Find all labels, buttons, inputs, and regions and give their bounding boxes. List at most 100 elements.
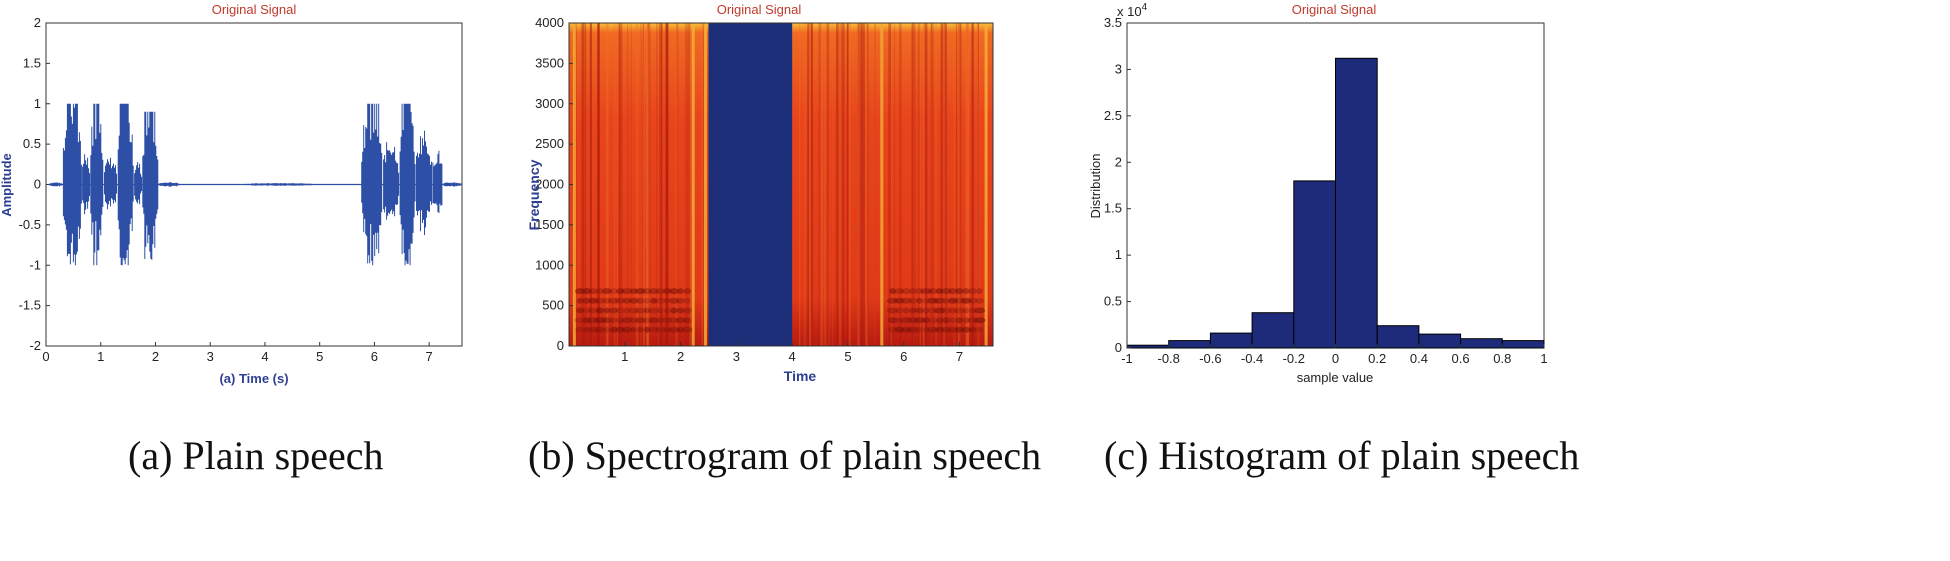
spectrogram-formant xyxy=(934,326,945,333)
spectrogram-formant xyxy=(616,317,625,324)
spectrogram-streak xyxy=(971,23,975,346)
spectrogram-formant xyxy=(968,297,978,304)
spectrogram-formant xyxy=(614,297,626,304)
spectrogram-formant xyxy=(962,317,971,324)
spectrogram-formant xyxy=(902,307,910,314)
spectrogram-formant xyxy=(901,288,911,295)
histogram-bar xyxy=(1126,344,1170,349)
spectrogram-formant xyxy=(916,326,923,333)
waveform-y-label: Amplitude xyxy=(0,153,14,217)
spectrogram-formant xyxy=(949,317,957,324)
spectrogram-formant xyxy=(942,317,950,324)
spectrogram-formant xyxy=(926,326,939,333)
waveform-y-tick-label: 1.5 xyxy=(23,55,41,70)
histogram-x-label: sample value xyxy=(1297,370,1374,385)
spectrogram-formant xyxy=(976,326,984,333)
waveform-y-tick-label: 2 xyxy=(34,15,41,30)
spectrogram-formant xyxy=(942,297,950,304)
spectrogram-formant xyxy=(654,326,667,333)
spectrogram-x-tick-label: 4 xyxy=(789,349,796,364)
spectrogram-formant xyxy=(582,297,592,304)
waveform-burst xyxy=(142,111,159,260)
spectrogram-ticks: 1 2 3 4 5 6 7 0 500 1000 1500 2000 2500 3000 3500 4000 xyxy=(535,15,963,364)
spectrogram-formant xyxy=(973,317,986,324)
spectrogram-formant xyxy=(953,307,966,314)
spectrogram-streak xyxy=(585,23,587,346)
spectrogram-streak xyxy=(965,23,967,346)
spectrogram-streak xyxy=(867,23,869,346)
spectrogram-formant xyxy=(657,317,664,324)
spectrogram-formant xyxy=(886,297,899,304)
waveform-burst xyxy=(104,157,117,210)
histogram-x-tick-label: -0.4 xyxy=(1241,351,1263,366)
spectrogram-formant xyxy=(594,317,607,324)
spectrogram-formant xyxy=(650,297,658,304)
spectrogram-streak xyxy=(666,23,669,346)
spectrogram-formant xyxy=(909,307,917,314)
spectrogram-streak xyxy=(922,23,925,346)
spectrogram-streak xyxy=(689,23,691,346)
waveform-burst xyxy=(361,103,383,266)
histogram-y-tick-label: 1.5 xyxy=(1104,201,1122,216)
caption-spectrogram: (b) Spectrogram of plain speech xyxy=(528,433,1042,478)
spectrogram-streak xyxy=(666,23,668,346)
histogram-ticks: -1 -0.8 -0.6 -0.4 -0.2 0 0.2 0.4 0.6 0.8 1 0 0.5 1 1.5… xyxy=(1104,15,1548,366)
spectrogram-formant xyxy=(602,297,612,304)
spectrogram-formant xyxy=(601,317,613,324)
spectrogram-formant xyxy=(916,297,923,304)
spectrogram-formant xyxy=(607,297,620,304)
spectrogram-formant xyxy=(635,288,646,295)
spectrogram-formant xyxy=(663,288,672,295)
waveform-burst xyxy=(117,103,134,266)
spectrogram-formant xyxy=(906,326,919,333)
histogram-bar xyxy=(1251,312,1295,349)
spectrogram-streak xyxy=(689,23,691,346)
spectrogram-formant xyxy=(621,317,633,324)
waveform-y-tick-label: -2 xyxy=(29,338,41,353)
spectrogram-y-label: Frequency xyxy=(526,159,542,230)
spectrogram-streak xyxy=(613,23,616,346)
histogram-y-tick-label: 0.5 xyxy=(1104,294,1122,309)
spectrogram-streak xyxy=(701,23,703,346)
waveform-title: Original Signal xyxy=(212,2,297,17)
spectrogram-formant xyxy=(668,326,680,333)
spectrogram-streak xyxy=(971,23,974,346)
spectrogram-formant xyxy=(935,317,944,324)
spectrogram-streak xyxy=(944,23,947,346)
spectrogram-streak xyxy=(956,23,958,346)
spectrogram-silent-band xyxy=(708,23,793,346)
spectrogram-formant xyxy=(976,288,983,295)
spectrogram-formant xyxy=(961,326,972,333)
spectrogram-streak xyxy=(665,23,669,346)
waveform-ticks: 0 1 2 3 4 5 6 7 -2 -1.5 -1 -0.5 0 0.5 1 1.5 2 xyxy=(19,15,433,364)
spectrogram-streak xyxy=(911,23,914,346)
spectrogram-formant xyxy=(595,288,605,295)
spectrogram-formant xyxy=(670,307,678,314)
spectrogram-streak xyxy=(620,23,623,346)
spectrogram-y-tick-label: 0 xyxy=(557,338,564,353)
spectrogram-streak xyxy=(657,23,660,346)
spectrogram-formant xyxy=(621,288,633,295)
spectrogram-formant xyxy=(644,326,651,333)
spectrogram-formant xyxy=(594,326,606,333)
waveform-x-label: (a) Time (s) xyxy=(219,371,288,386)
spectrogram-streak xyxy=(966,23,969,346)
histogram-bar xyxy=(1168,340,1211,349)
waveform-y-tick-label: -0.5 xyxy=(19,217,41,232)
spectrogram-streak xyxy=(646,23,650,346)
spectrogram-formant xyxy=(583,326,591,333)
spectrogram-formant xyxy=(589,326,598,333)
waveform-x-tick-label: 2 xyxy=(152,349,159,364)
spectrogram-streak xyxy=(809,23,812,346)
spectrogram-formant xyxy=(648,326,660,333)
spectrogram-formant xyxy=(628,307,639,314)
spectrogram-streak xyxy=(931,23,933,346)
spectrogram-formant xyxy=(574,317,586,324)
spectrogram-y-tick-label: 2000 xyxy=(535,177,564,192)
histogram-bars xyxy=(1126,57,1545,349)
spectrogram-formant xyxy=(636,297,645,304)
spectrogram-formant xyxy=(655,288,666,295)
spectrogram-panel: Original Signal 1 2 3 4 5 6 7 0 500 1000 1500 2000 2… xyxy=(526,2,994,384)
spectrogram-streak xyxy=(846,23,849,346)
histogram-bar xyxy=(1293,180,1337,349)
